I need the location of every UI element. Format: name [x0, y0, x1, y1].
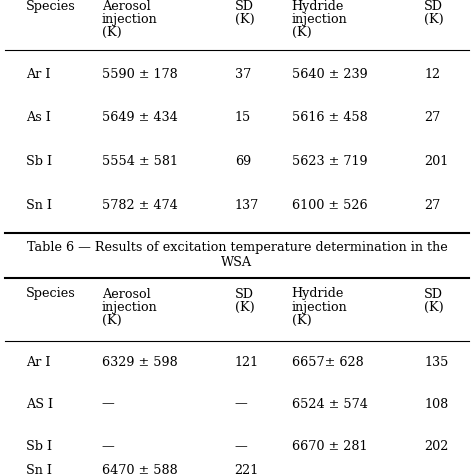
Text: Sb I: Sb I [26, 155, 52, 167]
Text: —: — [235, 440, 247, 454]
Text: SD: SD [424, 288, 443, 301]
Text: 12: 12 [424, 67, 440, 81]
Text: (K): (K) [424, 12, 444, 26]
Text: 137: 137 [235, 199, 259, 211]
Text: (K): (K) [102, 313, 122, 327]
Text: (K): (K) [235, 301, 255, 313]
Text: Hydride: Hydride [292, 288, 344, 301]
Text: 221: 221 [235, 464, 259, 474]
Text: Species: Species [26, 288, 76, 301]
Text: injection: injection [102, 301, 158, 313]
Text: 5623 ± 719: 5623 ± 719 [292, 155, 367, 167]
Text: WSA: WSA [221, 256, 253, 270]
Text: (K): (K) [292, 26, 311, 38]
Text: (K): (K) [102, 26, 122, 38]
Text: 6670 ± 281: 6670 ± 281 [292, 440, 367, 454]
Text: 202: 202 [424, 440, 448, 454]
Text: Sb I: Sb I [26, 440, 52, 454]
Text: Ar I: Ar I [26, 67, 51, 81]
Text: injection: injection [292, 12, 347, 26]
Text: —: — [235, 398, 247, 410]
Text: 6329 ± 598: 6329 ± 598 [102, 356, 178, 368]
Text: 5590 ± 178: 5590 ± 178 [102, 67, 178, 81]
Text: (K): (K) [292, 313, 311, 327]
Text: 5640 ± 239: 5640 ± 239 [292, 67, 367, 81]
Text: Table 6 — Results of excitation temperature determination in the: Table 6 — Results of excitation temperat… [27, 240, 447, 254]
Text: —: — [102, 398, 115, 410]
Text: 6657± 628: 6657± 628 [292, 356, 363, 368]
Text: 5782 ± 474: 5782 ± 474 [102, 199, 178, 211]
Text: injection: injection [292, 301, 347, 313]
Text: 5649 ± 434: 5649 ± 434 [102, 110, 178, 124]
Text: Hydride: Hydride [292, 0, 344, 12]
Text: 5616 ± 458: 5616 ± 458 [292, 110, 367, 124]
Text: 6470 ± 588: 6470 ± 588 [102, 464, 178, 474]
Text: Sn I: Sn I [26, 199, 52, 211]
Text: 5554 ± 581: 5554 ± 581 [102, 155, 178, 167]
Text: Ar I: Ar I [26, 356, 51, 368]
Text: (K): (K) [235, 12, 255, 26]
Text: Aerosol: Aerosol [102, 0, 151, 12]
Text: 69: 69 [235, 155, 251, 167]
Text: 121: 121 [235, 356, 259, 368]
Text: 15: 15 [235, 110, 251, 124]
Text: SD: SD [235, 0, 254, 12]
Text: (K): (K) [424, 301, 444, 313]
Text: AS I: AS I [26, 398, 53, 410]
Text: —: — [102, 440, 115, 454]
Text: SD: SD [424, 0, 443, 12]
Text: 201: 201 [424, 155, 448, 167]
Text: injection: injection [102, 12, 158, 26]
Text: SD: SD [235, 288, 254, 301]
Text: Species: Species [26, 0, 76, 12]
Text: 6524 ± 574: 6524 ± 574 [292, 398, 367, 410]
Text: Sn I: Sn I [26, 464, 52, 474]
Text: Aerosol: Aerosol [102, 288, 151, 301]
Text: 135: 135 [424, 356, 448, 368]
Text: 27: 27 [424, 110, 440, 124]
Text: As I: As I [26, 110, 51, 124]
Text: 108: 108 [424, 398, 448, 410]
Text: 37: 37 [235, 67, 251, 81]
Text: 27: 27 [424, 199, 440, 211]
Text: 6100 ± 526: 6100 ± 526 [292, 199, 367, 211]
